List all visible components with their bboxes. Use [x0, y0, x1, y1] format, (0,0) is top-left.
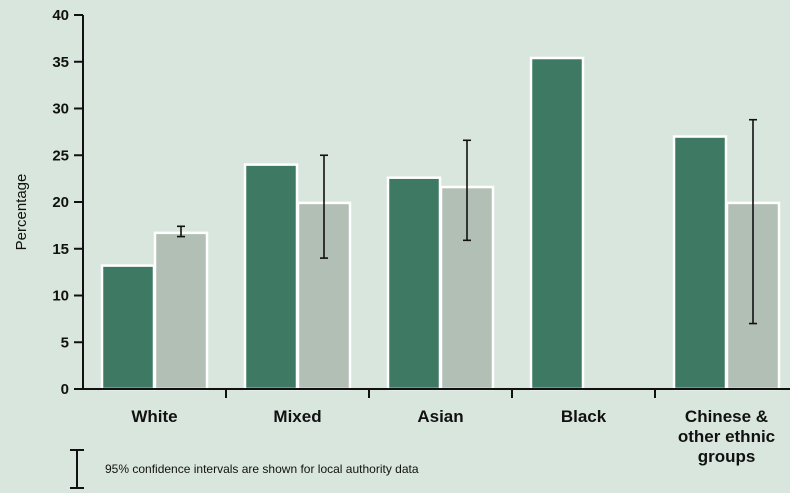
bar-secondary [153, 231, 209, 391]
y-tick-label: 40 [52, 7, 69, 24]
y-tick-label: 20 [52, 194, 69, 211]
y-tick-label: 15 [52, 241, 69, 258]
error-bars [177, 118, 757, 325]
y-tick-label: 35 [52, 54, 69, 71]
x-category-label: Mixed [273, 407, 321, 426]
ci-note-text: 95% confidence intervals are shown for l… [105, 462, 419, 476]
y-axis-title: Percentage [13, 174, 30, 251]
bar-primary [529, 56, 585, 391]
bar-primary [100, 264, 156, 391]
confidence-interval-note: 95% confidence intervals are shown for l… [70, 449, 419, 489]
y-tick-label: 10 [52, 288, 69, 305]
bars [100, 56, 781, 391]
bar-primary [672, 135, 728, 391]
x-category-label: Black [561, 407, 607, 426]
y-axis: 0 5 10 15 20 25 30 35 40 [52, 7, 84, 398]
y-tick-label: 30 [52, 101, 69, 118]
y-tick-label: 25 [52, 147, 69, 164]
y-tick-label: 5 [61, 334, 69, 351]
y-tick-label: 0 [61, 381, 69, 398]
x-category-label: Chinese & other ethnic groups [678, 407, 775, 466]
x-axis: White Mixed Asian Black Chinese & other ethni… [83, 388, 790, 466]
x-category-label: Asian [417, 407, 463, 426]
x-category-label: White [131, 407, 177, 426]
bar-primary [243, 163, 299, 391]
bar-primary [386, 176, 442, 391]
